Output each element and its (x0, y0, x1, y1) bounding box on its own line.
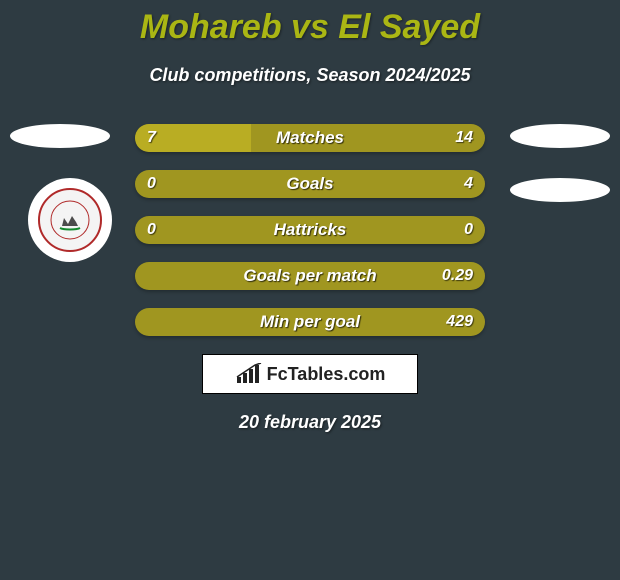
stat-row: 7Matches14 (135, 124, 485, 152)
page-title: Mohareb vs El Sayed (0, 0, 620, 47)
stat-label: Min per goal (135, 308, 485, 336)
team-badge-icon (38, 188, 102, 252)
team-badge-left (28, 178, 112, 262)
stat-value-right: 14 (455, 124, 473, 152)
player-right-placeholder-1 (510, 124, 610, 148)
player-left-placeholder-1 (10, 124, 110, 148)
stat-value-right: 4 (464, 170, 473, 198)
stat-value-right: 0 (464, 216, 473, 244)
stat-value-right: 429 (446, 308, 473, 336)
bar-chart-icon (235, 363, 263, 385)
stat-value-right: 0.29 (442, 262, 473, 290)
brand-text: FcTables.com (267, 364, 386, 385)
stat-row: Goals per match0.29 (135, 262, 485, 290)
stat-label: Goals per match (135, 262, 485, 290)
stats-bars: 7Matches140Goals40Hattricks0Goals per ma… (135, 124, 485, 336)
subtitle: Club competitions, Season 2024/2025 (0, 65, 620, 86)
stat-row: Min per goal429 (135, 308, 485, 336)
stat-row: 0Hattricks0 (135, 216, 485, 244)
stat-label: Goals (135, 170, 485, 198)
stat-label: Hattricks (135, 216, 485, 244)
stat-label: Matches (135, 124, 485, 152)
brand-box[interactable]: FcTables.com (202, 354, 418, 394)
date-text: 20 february 2025 (0, 412, 620, 433)
player-right-placeholder-2 (510, 178, 610, 202)
stat-row: 0Goals4 (135, 170, 485, 198)
